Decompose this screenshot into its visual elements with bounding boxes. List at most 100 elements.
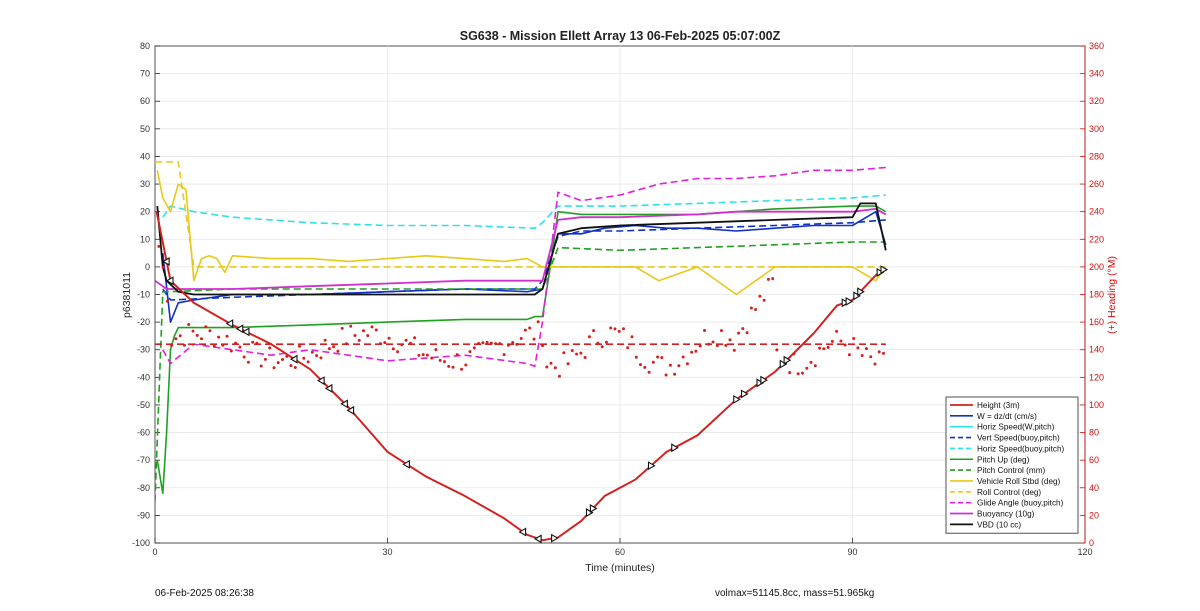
heading-point [204,325,208,329]
heading-point [182,343,186,347]
heading-point [737,331,741,335]
heading-point [217,335,221,339]
heading-point [319,356,323,360]
heading-point [630,335,634,339]
height-marker [779,359,788,369]
legend: Height (3m) W = dz/dt (cm/s) Horiz Speed(W… [945,396,1079,534]
y-tick-right-label: 160 [1089,317,1104,327]
heading-point [404,338,408,342]
heading-point [882,351,885,355]
height-marker [876,267,885,277]
y-tick-label: -10 [137,290,150,300]
height-marker [289,354,298,364]
heading-point [327,347,331,351]
heading-point [664,373,668,377]
heading-point [494,342,498,346]
y-tick-right-label: 220 [1089,234,1104,244]
y-tick-label: 0 [145,262,150,272]
heading-point [212,344,216,348]
height-marker [225,319,234,329]
series-line-height [155,211,885,542]
legend-label: Height (3m) [977,401,1020,410]
heading-point [796,372,800,376]
y-tick-label: -100 [132,538,150,548]
grid [155,46,1085,543]
y-tick-right-label: 80 [1089,428,1099,438]
heading-point [263,357,267,361]
heading-point [417,353,421,357]
heading-point [434,348,438,352]
heading-point [852,337,856,340]
heading-point [792,352,796,356]
heading-point [502,353,506,357]
height-marker [880,265,889,275]
heading-point [374,328,378,332]
heading-point [302,356,306,360]
height-marker [740,389,749,399]
heading-point [259,364,263,368]
heading-point [229,349,233,353]
heading-point [805,366,809,370]
heading-point [396,350,400,354]
x-tick-label: 120 [1077,547,1092,557]
heading-point [178,334,182,338]
y-tick-right-label: 120 [1089,372,1104,382]
heading-point [187,323,191,326]
y-tick-label: -80 [137,483,150,493]
heading-point [451,365,455,369]
heading-point [745,331,749,335]
heading-point [353,334,357,337]
heading-point [843,343,847,347]
heading-point [826,345,830,349]
height-marker [853,291,861,301]
height-marker [647,461,656,471]
heading-point [515,342,519,346]
legend-box [945,396,1079,534]
heading-point [613,327,617,331]
heading-point [617,329,621,333]
heading-point [720,329,723,333]
heading-point [626,346,630,350]
heading-point [165,299,169,303]
heading-point [489,341,493,345]
heading-point [276,361,280,365]
y-tick-right-label: 320 [1089,96,1104,106]
heading-point [592,329,596,333]
y-axis-right: 0 20 40 60 80 100 120 140 160 180 200 220 240 260 280 3… [1080,41,1104,548]
heading-point [306,360,310,364]
heading-point [771,277,775,281]
x-tick-label: 0 [152,547,157,557]
y-tick-label: 20 [140,207,150,217]
heading-point [268,346,272,350]
height-marker [551,533,559,543]
y-tick-label: -50 [137,400,150,410]
heading-point [234,341,238,345]
heading-point [340,326,344,330]
y-tick-right-label: 180 [1089,290,1104,300]
heading-point [575,352,579,356]
heading-point [472,346,476,350]
y-axis-label: p6381011 [121,272,133,318]
heading-point [477,342,481,345]
heading-point [293,366,297,369]
heading-point [728,338,732,342]
height-marker [756,378,765,388]
legend-label: Roll Control (deg) [977,488,1041,497]
heading-point [545,365,549,369]
y-tick-label: 10 [140,234,150,244]
heading-point [634,355,638,359]
heading-point [362,329,365,333]
height-marker [165,276,174,286]
heading-point [596,341,600,345]
heading-point [289,364,293,368]
height-marker [518,527,527,537]
heading-point [344,342,348,346]
heading-point [246,360,250,364]
heading-point [200,337,203,341]
heading-point [660,356,664,360]
heading-point [813,364,817,368]
heading-point [157,244,161,248]
heading-point [600,345,604,349]
heading-point [455,353,459,357]
heading-point [370,325,374,329]
